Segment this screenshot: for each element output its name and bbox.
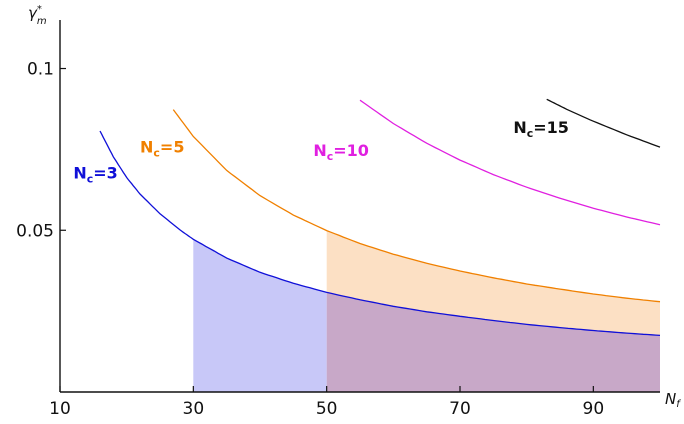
shaded-region-2: [326, 292, 660, 392]
series-label-main: N: [313, 141, 326, 160]
series-label-sub: c: [153, 147, 160, 160]
series-label-main: N: [73, 164, 86, 183]
shaded-region-1: [193, 239, 327, 392]
x-axis-label-sub: f: [676, 399, 681, 410]
shaded-region-3: [326, 230, 660, 336]
y-axis-label-sup: *: [37, 4, 42, 15]
x-tick-label: 30: [183, 399, 205, 419]
axis-ticks: 10 30 50 70 90 0.05 0.1: [16, 60, 604, 419]
series-label-n-c-10: Nc=10: [313, 141, 369, 163]
y-axis-label: γ* m: [28, 4, 47, 27]
series-line-n-c-3: [99, 130, 661, 337]
series-label-sub: c: [87, 173, 94, 186]
x-axis-label-main: N: [665, 390, 676, 408]
shaded-regions: [193, 230, 660, 392]
series-label-n-c-3: Nc=3: [73, 164, 117, 186]
series-label-main: N: [513, 118, 526, 137]
x-tick-label: 70: [449, 399, 471, 419]
y-tick-label: 0.05: [16, 221, 54, 241]
series-label-sub: c: [527, 127, 534, 140]
x-tick-label: 50: [316, 399, 338, 419]
y-axis-label-sub: m: [37, 16, 47, 27]
axes: [59, 20, 660, 393]
series-label-tail: =10: [333, 141, 369, 160]
series-label-tail: =15: [533, 118, 569, 137]
series-label-n-c-15: Nc=15: [513, 118, 569, 140]
series-label-n-c-5: Nc=5: [140, 138, 184, 160]
x-tick-label: 90: [583, 399, 605, 419]
series-line-n-c-15: [546, 98, 661, 148]
series-line-n-c-10: [359, 99, 661, 226]
y-tick-label: 0.1: [27, 60, 54, 80]
series-label-tail: =3: [93, 164, 118, 183]
x-axis-label: Nf: [665, 390, 681, 410]
series-label-sub: c: [327, 150, 334, 163]
series-label-main: N: [140, 138, 153, 157]
x-tick-label: 10: [49, 399, 71, 419]
series-label-tail: =5: [160, 138, 185, 157]
series-line-n-c-5: [172, 109, 661, 303]
series-curves: [99, 98, 661, 337]
y-axis-label-main: γ: [28, 4, 38, 22]
